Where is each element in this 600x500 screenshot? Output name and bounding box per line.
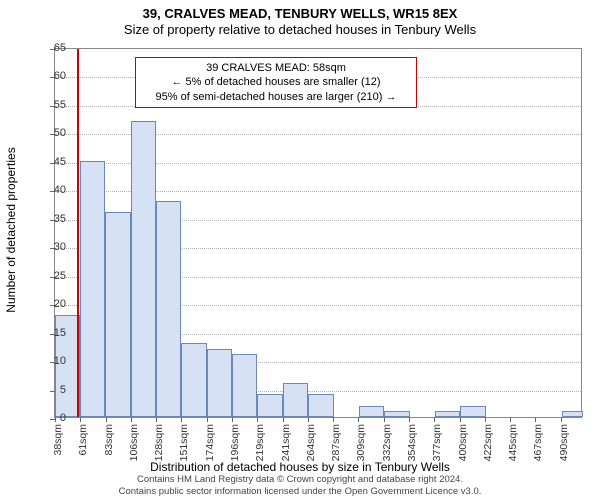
histogram-bar	[207, 349, 232, 417]
xtick-label: 196sqm	[229, 424, 241, 461]
xtick-label: 264sqm	[305, 424, 317, 461]
ytick-label: 0	[36, 412, 66, 424]
xtick-label: 151sqm	[178, 424, 190, 461]
footer-attribution: Contains HM Land Registry data © Crown c…	[0, 474, 600, 498]
ytick-label: 55	[36, 99, 66, 111]
ytick-label: 10	[36, 355, 66, 367]
histogram-bar	[308, 394, 334, 417]
histogram-bar	[105, 212, 131, 417]
xtick-mark	[561, 417, 562, 422]
xtick-label: 332sqm	[381, 424, 393, 461]
xtick-mark	[80, 417, 81, 422]
xtick-mark	[535, 417, 536, 422]
annotation-line3: 95% of semi-detached houses are larger (…	[142, 90, 410, 104]
chart-titles: 39, CRALVES MEAD, TENBURY WELLS, WR15 8E…	[0, 0, 600, 39]
xtick-label: 128sqm	[153, 424, 165, 461]
histogram-bar	[232, 354, 258, 417]
xtick-mark	[308, 417, 309, 422]
ytick-label: 5	[36, 384, 66, 396]
xtick-label: 400sqm	[457, 424, 469, 461]
xtick-mark	[106, 417, 107, 422]
xtick-label: 38sqm	[52, 424, 64, 456]
title-line2: Size of property relative to detached ho…	[0, 22, 600, 38]
histogram-bar	[435, 411, 460, 417]
xtick-label: 61sqm	[77, 424, 89, 456]
ytick-label: 45	[36, 156, 66, 168]
xtick-mark	[460, 417, 461, 422]
annotation-box: 39 CRALVES MEAD: 58sqm← 5% of detached h…	[135, 57, 417, 108]
y-axis-label: Number of detached properties	[4, 147, 18, 312]
xtick-mark	[409, 417, 410, 422]
xtick-label: 467sqm	[532, 424, 544, 461]
chart-container: 39 CRALVES MEAD: 58sqm← 5% of detached h…	[54, 48, 582, 418]
xtick-label: 287sqm	[330, 424, 342, 461]
histogram-bar	[80, 161, 106, 417]
xtick-mark	[156, 417, 157, 422]
ytick-label: 25	[36, 270, 66, 282]
x-axis-label: Distribution of detached houses by size …	[0, 460, 600, 474]
xtick-label: 219sqm	[254, 424, 266, 461]
annotation-line1: 39 CRALVES MEAD: 58sqm	[142, 61, 410, 75]
histogram-bar	[460, 406, 486, 417]
xtick-label: 309sqm	[355, 424, 367, 461]
xtick-label: 174sqm	[204, 424, 216, 461]
ytick-label: 30	[36, 241, 66, 253]
xtick-mark	[434, 417, 435, 422]
annotation-line2: ← 5% of detached houses are smaller (12)	[142, 75, 410, 89]
ytick-label: 65	[36, 42, 66, 54]
ytick-label: 15	[36, 327, 66, 339]
xtick-label: 354sqm	[406, 424, 418, 461]
histogram-bar	[283, 383, 308, 417]
xtick-mark	[510, 417, 511, 422]
histogram-bar	[384, 411, 410, 417]
xtick-label: 422sqm	[482, 424, 494, 461]
footer-line1: Contains HM Land Registry data © Crown c…	[0, 474, 600, 486]
histogram-bar	[181, 343, 207, 417]
xtick-label: 377sqm	[431, 424, 443, 461]
xtick-mark	[207, 417, 208, 422]
histogram-bar	[359, 406, 384, 417]
reference-line	[77, 49, 79, 417]
xtick-mark	[384, 417, 385, 422]
ytick-label: 60	[36, 70, 66, 82]
xtick-mark	[131, 417, 132, 422]
xtick-mark	[181, 417, 182, 422]
xtick-mark	[257, 417, 258, 422]
xtick-mark	[485, 417, 486, 422]
xtick-mark	[333, 417, 334, 422]
xtick-label: 241sqm	[280, 424, 292, 461]
ytick-label: 50	[36, 127, 66, 139]
xtick-label: 490sqm	[558, 424, 570, 461]
ytick-label: 40	[36, 184, 66, 196]
xtick-mark	[232, 417, 233, 422]
histogram-bar	[562, 411, 583, 417]
footer-line2: Contains public sector information licen…	[0, 486, 600, 498]
xtick-mark	[358, 417, 359, 422]
histogram-bar	[156, 201, 182, 417]
ytick-label: 35	[36, 213, 66, 225]
xtick-label: 445sqm	[507, 424, 519, 461]
plot-area: 39 CRALVES MEAD: 58sqm← 5% of detached h…	[54, 48, 582, 418]
xtick-mark	[283, 417, 284, 422]
title-line1: 39, CRALVES MEAD, TENBURY WELLS, WR15 8E…	[0, 6, 600, 22]
xtick-label: 106sqm	[128, 424, 140, 461]
histogram-bar	[257, 394, 283, 417]
histogram-bar	[131, 121, 156, 417]
xtick-label: 83sqm	[103, 424, 115, 456]
ytick-label: 20	[36, 298, 66, 310]
